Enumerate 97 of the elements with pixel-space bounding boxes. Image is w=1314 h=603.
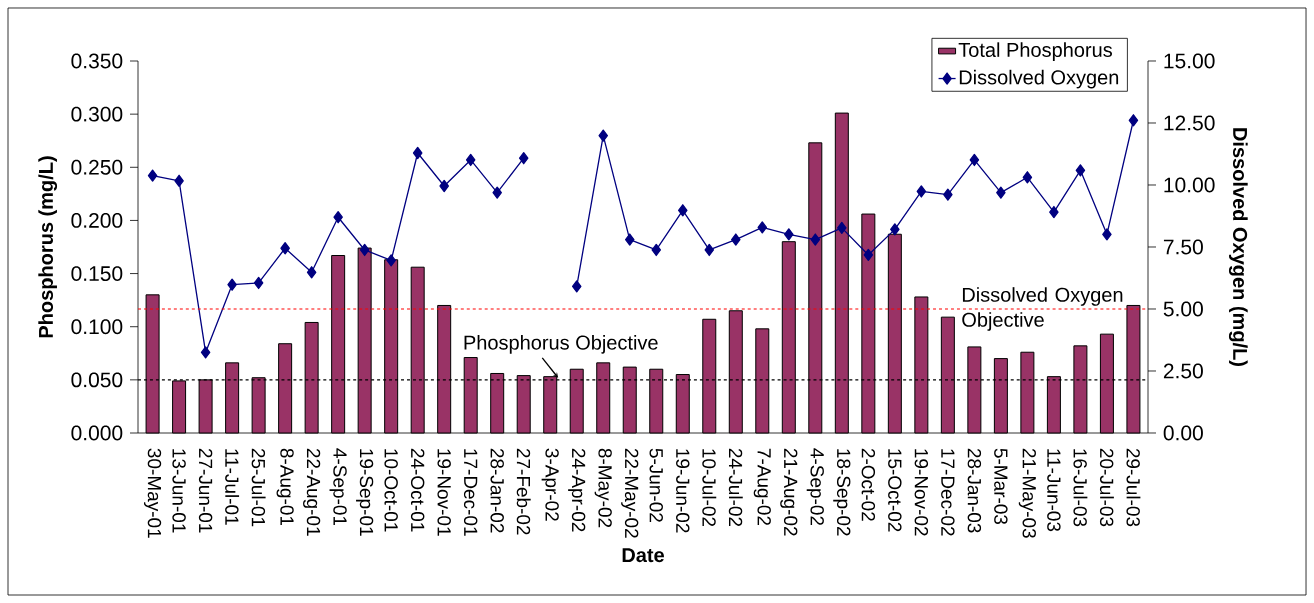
x-tick-label: 25-Jul-01	[251, 448, 266, 527]
x-tick-label: 4-Sep-01	[329, 448, 347, 526]
point	[890, 223, 900, 236]
y2-tick-label: 15.00	[1164, 53, 1215, 69]
x-tick-label: 8-Aug-01	[276, 448, 294, 526]
x-tick-label: 22-Aug-01	[303, 448, 321, 536]
x-tick-label: 22-May-02	[621, 448, 639, 538]
point	[280, 242, 290, 255]
x-axis-title: Date	[622, 548, 664, 563]
point	[253, 276, 264, 290]
y2-tick-label: 7.50	[1163, 239, 1203, 255]
x-tick-label: 17-Dec-02	[941, 449, 955, 536]
x-tick-label: 29-Jul-03	[1126, 448, 1141, 527]
x-tick-label: 24-Apr-02	[568, 448, 586, 532]
point	[784, 228, 794, 241]
x-tick-label: 10-Oct-01	[384, 449, 398, 532]
point	[1128, 114, 1139, 127]
point	[837, 221, 847, 235]
y-tick-label: 0.050	[71, 372, 123, 388]
point	[996, 186, 1006, 199]
y-tick-label: 0.000	[71, 425, 123, 441]
point	[1075, 164, 1086, 177]
ref-line-label: Phosphorus Objective	[464, 335, 658, 354]
point	[651, 243, 662, 257]
x-tick-label: 10-Jul-02	[702, 449, 717, 527]
point	[624, 233, 635, 246]
x-tick-label: 19-Nov-01	[437, 449, 451, 536]
point	[227, 278, 237, 291]
x-tick-label: 27-Feb-02	[516, 448, 531, 535]
legend-label: Dissolved Oxygen	[959, 69, 1119, 89]
point	[465, 153, 476, 167]
x-tick-label: 19-Jun-02	[676, 449, 690, 533]
point	[174, 174, 184, 187]
y2-tick-label: 12.50	[1164, 115, 1215, 131]
point	[1022, 171, 1033, 184]
x-tick-label: 16-Jul-03	[1073, 449, 1088, 527]
y2-tick-label: 2.50	[1163, 363, 1203, 379]
point	[757, 221, 768, 234]
y2-tick-label: 5.00	[1163, 301, 1203, 317]
ref-line-label: Dissolved Oxygen Objective	[962, 287, 1123, 331]
x-tick-label: 18-Sep-02	[833, 449, 851, 536]
point	[810, 233, 821, 246]
x-tick-label: 15-Oct-02	[888, 449, 902, 532]
y-tick-label: 0.200	[71, 213, 123, 228]
point	[333, 211, 343, 224]
x-tick-label: 17-Dec-01	[463, 449, 478, 536]
x-tick-label: 13-Jun-01	[172, 449, 186, 533]
x-tick-label: 30-May-01	[143, 448, 162, 538]
point	[412, 146, 423, 160]
x-tick-label: 7-Aug-02	[753, 448, 771, 526]
point	[571, 280, 582, 293]
legend-label: Total Phosphorus	[958, 42, 1112, 61]
point	[731, 233, 741, 246]
x-tick-label: 5-Jun-02	[649, 448, 663, 522]
y-tick-label: 0.250	[71, 159, 123, 175]
point	[969, 153, 980, 167]
x-tick-label: 20-Jul-03	[1099, 448, 1114, 527]
point	[916, 185, 927, 198]
point	[492, 186, 502, 199]
point	[200, 346, 211, 359]
point	[1102, 228, 1112, 241]
x-tick-label: 4-Sep-02	[806, 448, 824, 526]
x-tick-label: 11-Jul-01	[225, 449, 240, 525]
point	[306, 266, 317, 279]
y2-axis-title: Dissolved Oxygen (mg/L)	[1228, 128, 1248, 367]
x-tick-label: 24-Oct-01	[410, 448, 425, 532]
point	[359, 243, 370, 257]
x-tick-label: 28-Jan-03	[967, 448, 982, 533]
point	[863, 248, 874, 262]
point	[1049, 205, 1059, 219]
y-tick-label: 0.350	[71, 53, 123, 69]
point	[677, 204, 688, 217]
point	[598, 129, 609, 142]
x-tick-label: 21-Aug-02	[780, 448, 798, 536]
x-tick-label: 24-Jul-02	[728, 448, 743, 527]
x-tick-label: 28-Jan-02	[490, 448, 504, 533]
point	[386, 254, 396, 267]
x-tick-label: 19-Nov-02	[914, 449, 929, 536]
x-tick-label: 19-Sep-01	[356, 449, 374, 536]
x-tick-label: 11-Jun-03	[1047, 449, 1061, 532]
y-axis-title: Phosphorus (mg/L)	[38, 156, 58, 338]
y-tick-label: 0.150	[71, 266, 123, 281]
y-tick-label: 0.100	[71, 319, 123, 335]
x-tick-label: 2-Oct-02	[861, 448, 876, 521]
point	[704, 243, 715, 257]
x-tick-label: 3-Apr-02	[541, 448, 559, 521]
point	[147, 169, 158, 182]
x-tick-label: 27-Jun-01	[198, 448, 213, 533]
x-tick-label: 8-May-02	[594, 448, 612, 528]
y2-tick-label: 10.00	[1164, 177, 1215, 193]
y2-tick-label: 0.00	[1163, 425, 1203, 441]
y-tick-label: 0.300	[71, 106, 123, 122]
point	[518, 152, 529, 165]
point	[943, 188, 953, 201]
x-tick-label: 5-Mar-03	[994, 448, 1008, 525]
x-tick-label: 21-May-03	[1018, 448, 1036, 538]
point	[439, 179, 449, 193]
